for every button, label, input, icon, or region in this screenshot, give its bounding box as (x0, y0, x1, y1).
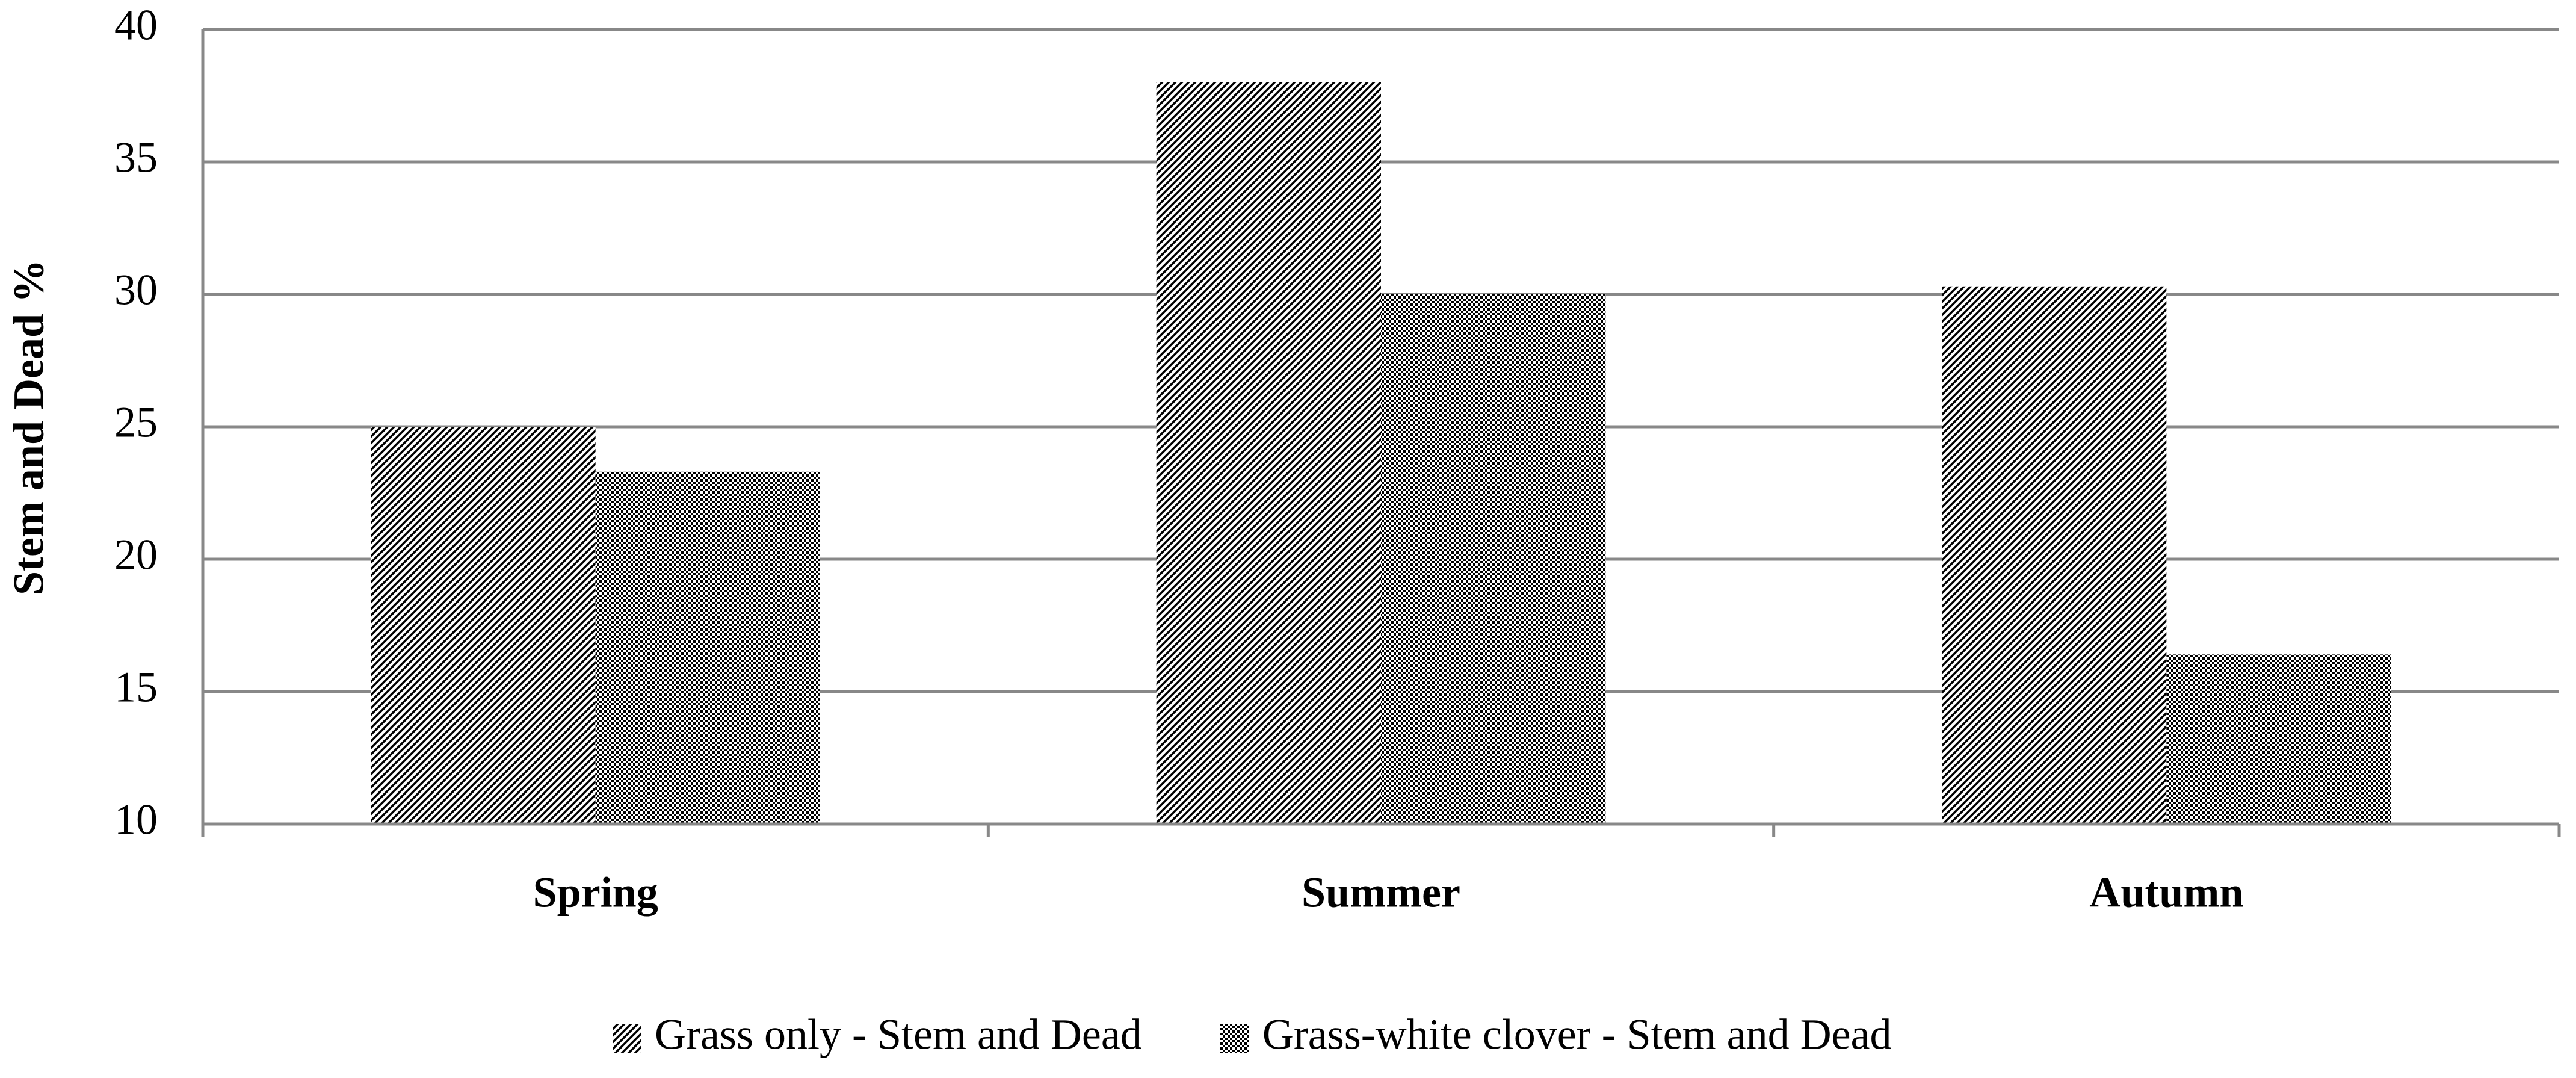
x-tick-label: Autumn (2089, 869, 2243, 917)
legend-swatch (613, 1024, 641, 1053)
y-tick-label: 30 (114, 266, 158, 314)
bar (1942, 286, 2167, 824)
x-tick-label: Summer (1302, 869, 1460, 917)
bar (1381, 294, 1606, 824)
y-tick-label: 40 (114, 1, 158, 49)
y-tick-label: 25 (114, 398, 158, 447)
x-tick-label: Spring (533, 869, 658, 917)
legend-label: Grass only - Stem and Dead (655, 1011, 1142, 1059)
legend-swatch (1220, 1024, 1249, 1053)
bar (2166, 654, 2391, 824)
legend-label: Grass-white clover - Stem and Dead (1262, 1011, 1892, 1059)
y-tick-label: 15 (114, 663, 158, 711)
bar (1156, 82, 1381, 824)
y-tick-label: 20 (114, 531, 158, 579)
y-axis-label: Stem and Dead % (5, 259, 53, 595)
bar (595, 471, 820, 824)
y-tick-label: 10 (114, 796, 158, 844)
bar (371, 427, 596, 824)
y-tick-label: 35 (114, 134, 158, 182)
